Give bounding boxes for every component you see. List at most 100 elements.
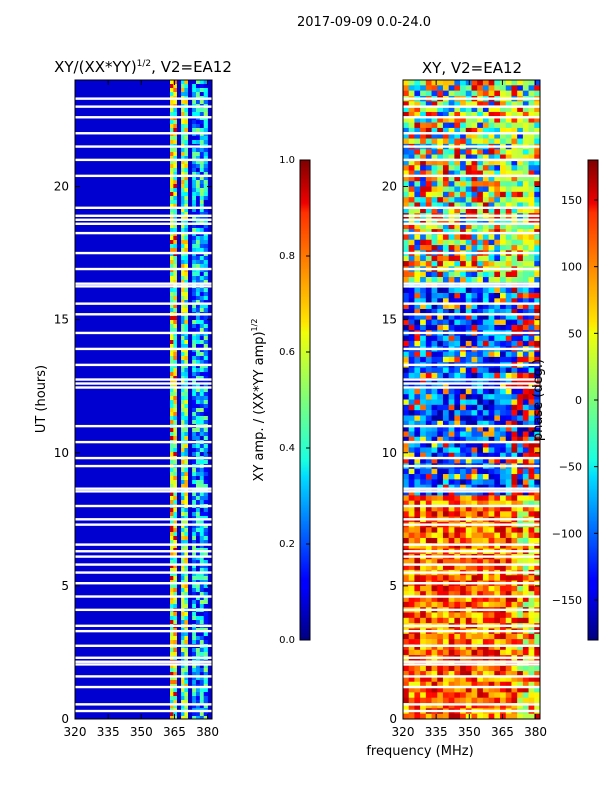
heatmap-cell [477, 287, 484, 294]
heatmap-cell [448, 687, 455, 693]
heatmap-cell [442, 218, 449, 225]
heatmap-cell [471, 458, 478, 464]
heatmap-cell [195, 228, 201, 233]
heatmap-cell [437, 324, 444, 331]
heatmap-cell [505, 458, 512, 464]
heatmap-cell [454, 245, 461, 251]
heatmap-cell [505, 223, 512, 230]
heatmap-cell [181, 168, 185, 173]
heatmap-cell [460, 127, 467, 134]
heatmap-cell [448, 665, 455, 672]
heatmap-cell [511, 649, 518, 656]
heatmap-cell [173, 700, 177, 705]
heatmap-cell [195, 124, 201, 129]
heatmap-cell [181, 256, 185, 261]
heatmap-cell [454, 159, 461, 166]
heatmap-cell [173, 360, 177, 365]
heatmap-cell [408, 506, 415, 512]
heatmap-cell [517, 601, 524, 608]
heatmap-cell [534, 644, 540, 651]
heatmap-cell [408, 202, 415, 209]
heatmap-cell [408, 442, 415, 448]
heatmap-cell [408, 431, 415, 438]
heatmap-cell [534, 458, 540, 464]
heatmap-cell [477, 127, 484, 134]
heatmap-cell [203, 216, 208, 221]
heatmap-cell [437, 511, 444, 517]
heatmap-cell [522, 245, 529, 251]
heatmap-cell [477, 245, 484, 251]
heatmap-cell [199, 596, 205, 601]
heatmap-cell [534, 356, 540, 363]
heatmap-cell [534, 474, 540, 480]
heatmap-cell [465, 239, 472, 246]
heatmap-cell [408, 612, 415, 619]
heatmap-cell [408, 420, 415, 427]
heatmap-cell [184, 604, 188, 609]
heatmap-cell [408, 564, 415, 571]
heatmap-cell [454, 165, 461, 171]
heatmap-cell [195, 540, 201, 545]
heatmap-cell [471, 271, 478, 278]
heatmap-cell [192, 528, 197, 533]
heatmap-cell [181, 476, 185, 481]
heatmap-cell [522, 633, 529, 640]
heatmap-cell [195, 168, 201, 173]
heatmap-cell [408, 575, 415, 581]
heatmap-cell [511, 245, 518, 251]
heatmap-cell [488, 90, 495, 97]
heatmap-cell [500, 117, 507, 123]
heatmap-cell [408, 367, 415, 374]
heatmap-cell [431, 340, 438, 347]
heatmap-cell [173, 524, 177, 529]
heatmap-cell [465, 442, 472, 448]
heatmap-cell [414, 324, 421, 331]
heatmap-cell [517, 117, 524, 123]
gap-row [403, 145, 540, 148]
heatmap-cell [471, 601, 478, 608]
heatmap-cell [442, 697, 449, 704]
heatmap-cell [465, 511, 472, 517]
heatmap-cell [471, 506, 478, 512]
heatmap-cell [534, 665, 540, 672]
heatmap-cell [195, 420, 201, 425]
heatmap-cell [500, 165, 507, 171]
heatmap-cell [184, 296, 188, 301]
heatmap-cell [195, 484, 201, 489]
gap-row [403, 206, 540, 209]
heatmap-cell [195, 208, 201, 213]
heatmap-cell [465, 564, 472, 571]
heatmap-cell [482, 138, 489, 145]
heatmap-cell [477, 436, 484, 443]
heatmap-cell [408, 474, 415, 480]
heatmap-cell [448, 293, 455, 299]
heatmap-cell [425, 665, 432, 672]
heatmap-cell [199, 496, 205, 501]
heatmap-cell [448, 234, 455, 241]
heatmap-cell [482, 564, 489, 571]
heatmap-cell [500, 90, 507, 97]
heatmap-cell [408, 239, 415, 246]
heatmap-cell [500, 559, 507, 565]
heatmap-cell [482, 261, 489, 267]
heatmap-cell [494, 410, 501, 416]
heatmap-cell [482, 122, 489, 129]
heatmap-cell [199, 216, 205, 221]
heatmap-cell [517, 394, 524, 400]
heatmap-cell [505, 697, 512, 704]
heatmap-cell [199, 228, 205, 233]
heatmap-cell [517, 234, 524, 241]
heatmap-cell [471, 399, 478, 406]
heatmap-cell [195, 288, 201, 293]
heatmap-cell [170, 696, 174, 701]
heatmap-cell [170, 388, 174, 393]
heatmap-cell [471, 340, 478, 347]
heatmap-cell [454, 106, 461, 113]
heatmap-cell [442, 202, 449, 209]
heatmap-cell [442, 527, 449, 533]
heatmap-cell [465, 447, 472, 454]
heatmap-cell [482, 191, 489, 198]
heatmap-cell [465, 665, 472, 672]
heatmap-cell [454, 687, 461, 693]
heatmap-cell [170, 272, 174, 277]
